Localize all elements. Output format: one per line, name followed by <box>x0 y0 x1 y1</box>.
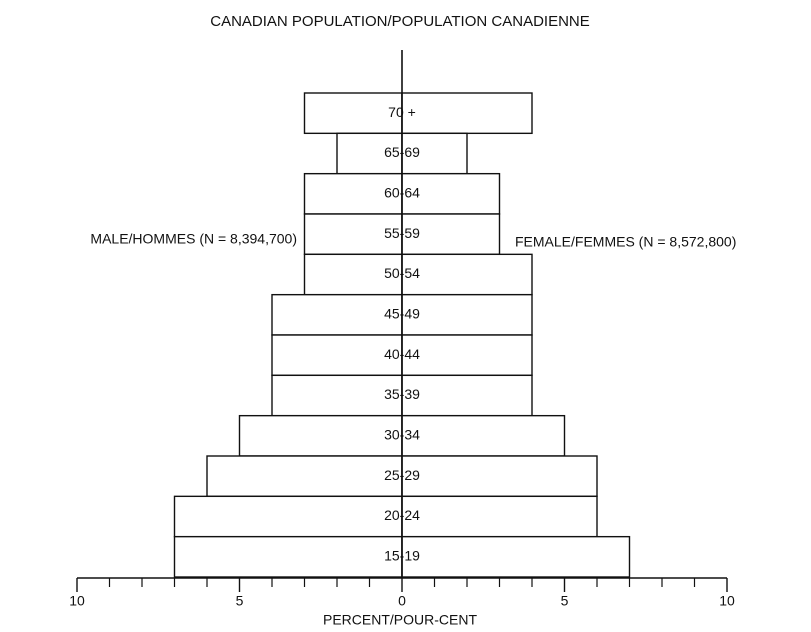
bar <box>336 132 403 175</box>
bar <box>173 535 403 578</box>
x-tick-label: 5 <box>236 593 244 609</box>
bar <box>401 414 566 457</box>
category-label: 50-54 <box>384 265 420 281</box>
bar <box>238 414 403 457</box>
category-label: 35-39 <box>384 386 420 402</box>
category-label: 45-49 <box>384 306 420 322</box>
bar <box>401 535 631 578</box>
x-axis-label: PERCENT/POUR-CENT <box>323 612 477 628</box>
bar <box>401 495 598 538</box>
category-label: 55-59 <box>384 225 420 241</box>
x-tick-label: 10 <box>69 593 85 609</box>
category-label: 20-24 <box>384 507 420 523</box>
bar <box>401 92 533 135</box>
x-tick-label: 0 <box>398 593 406 609</box>
chart-title: CANADIAN POPULATION/POPULATION CANADIENN… <box>210 13 590 30</box>
bar <box>401 455 598 498</box>
category-label: 65-69 <box>384 144 420 160</box>
category-label: 60-64 <box>384 185 420 201</box>
bar <box>206 455 403 498</box>
x-tick-label: 10 <box>719 593 735 609</box>
series-label: MALE/HOMMES (N = 8,394,700) <box>90 231 297 247</box>
bar <box>303 92 403 135</box>
category-label: 40-44 <box>384 346 420 362</box>
bar <box>271 334 403 377</box>
bar <box>173 495 403 538</box>
category-label: 30-34 <box>384 427 420 443</box>
category-label: 15-19 <box>384 548 420 564</box>
series-label: FEMALE/FEMMES (N = 8,572,800) <box>515 234 736 250</box>
bar <box>401 334 533 377</box>
bar <box>401 293 533 336</box>
bar <box>271 293 403 336</box>
bar <box>401 253 533 296</box>
category-label: 25-29 <box>384 467 420 483</box>
bar <box>401 374 533 417</box>
category-label: 70 + <box>388 104 416 120</box>
x-tick-label: 5 <box>561 593 569 609</box>
bar <box>271 374 403 417</box>
